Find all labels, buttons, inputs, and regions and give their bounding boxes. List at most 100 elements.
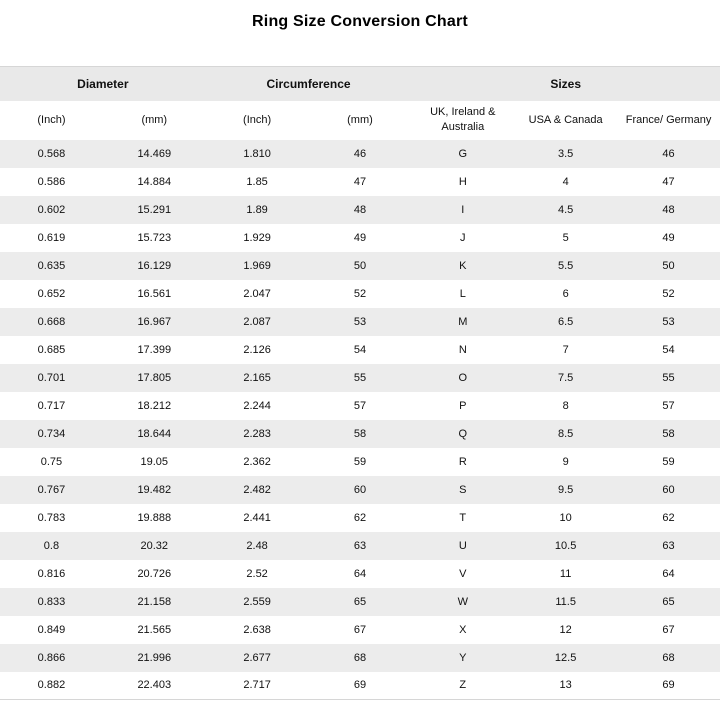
table-cell: S <box>459 483 467 496</box>
table-cell: 6 <box>562 287 569 300</box>
table-row: 0.734 18.644 2.283 58 Q 8.5 58 <box>0 419 720 448</box>
table-cell: 67 <box>353 623 367 636</box>
table-cell: 54 <box>353 343 367 356</box>
table-row: 0.652 16.561 2.047 52 L 6 52 <box>0 279 720 308</box>
column-header-1: (mm) <box>102 100 206 140</box>
table-cell: 46 <box>662 147 675 160</box>
table-cell: 8 <box>562 399 569 412</box>
table-cell: 2.165 <box>243 371 271 384</box>
table-cell: 0.602 <box>37 203 66 216</box>
table-cell: 14.884 <box>137 175 172 188</box>
table-cell: 10.5 <box>554 539 577 552</box>
table-row: 0.75 19.05 2.362 59 R 9 59 <box>0 447 720 476</box>
table-cell: X <box>459 623 467 636</box>
table-cell: 0.685 <box>37 343 66 356</box>
table-cell: 1.85 <box>246 175 268 188</box>
table-cell: 16.967 <box>137 315 172 328</box>
table-cell: 2.283 <box>243 427 271 440</box>
table-cell: 65 <box>353 595 367 608</box>
table-row: 0.783 19.888 2.441 62 T 10 62 <box>0 503 720 532</box>
table-cell: 13 <box>559 679 572 692</box>
table-cell: 62 <box>662 511 675 524</box>
table-cell: 1.810 <box>243 147 271 160</box>
table-row: 0.717 18.212 2.244 57 P 8 57 <box>0 391 720 420</box>
table-cell: 0.866 <box>37 651 66 664</box>
table-cell: 59 <box>662 455 675 468</box>
table-cell: 55 <box>662 371 675 384</box>
table-cell: 64 <box>353 567 367 580</box>
table-cell: 50 <box>353 259 367 272</box>
table-cell: 21.565 <box>137 623 172 636</box>
table-cell: 18.644 <box>137 427 172 440</box>
table-cell: 7 <box>562 343 569 356</box>
table-cell: 60 <box>662 483 675 496</box>
table-cell: M <box>458 315 468 328</box>
table-cell: 0.586 <box>37 175 66 188</box>
table-cell: 2.126 <box>243 343 271 356</box>
table-cell: 68 <box>662 651 675 664</box>
table-cell: 57 <box>662 399 675 412</box>
table-cell: 58 <box>662 427 675 440</box>
column-header-4: UK, Ireland & Australia <box>411 100 515 140</box>
table-cell: L <box>459 287 466 300</box>
table-cell: 2.362 <box>243 455 271 468</box>
table-cell: 22.403 <box>137 679 172 692</box>
table-cell: 17.805 <box>137 371 172 384</box>
table-cell: 68 <box>353 651 367 664</box>
column-header-row: (Inch) (mm) (Inch) (mm) UK, Ireland & Austra… <box>0 100 720 140</box>
table-row: 0.866 21.996 2.677 68 Y 12.5 68 <box>0 643 720 672</box>
table-cell: 57 <box>353 399 367 412</box>
table-cell: 7.5 <box>557 371 574 384</box>
table-row: 0.619 15.723 1.929 49 J 5 49 <box>0 223 720 252</box>
table-cell: 2.559 <box>243 595 271 608</box>
table-cell: 14.469 <box>137 147 172 160</box>
table-cell: 11 <box>559 567 572 580</box>
column-header-3: (mm) <box>308 100 412 140</box>
table-cell: 10 <box>559 511 572 524</box>
title-bar: Ring Size Conversion Chart <box>0 0 720 66</box>
table-cell: 19.482 <box>137 483 172 496</box>
table-row: 0.833 21.158 2.559 65 W 11.5 65 <box>0 587 720 616</box>
table-cell: 5 <box>562 231 569 244</box>
table-cell: 0.882 <box>37 679 66 692</box>
table-cell: 2.638 <box>243 623 271 636</box>
table-cell: 55 <box>353 371 367 384</box>
table-cell: 0.568 <box>37 147 66 160</box>
table-cell: 0.75 <box>40 455 63 468</box>
table-cell: 49 <box>662 231 675 244</box>
table-cell: Z <box>459 679 467 692</box>
table-cell: 52 <box>662 287 675 300</box>
table-cell: 0.717 <box>37 399 66 412</box>
table-cell: 2.677 <box>243 651 271 664</box>
table-row: 0.882 22.403 2.717 69 Z 13 69 <box>0 671 720 700</box>
column-header-6: France/ Germany <box>617 100 720 140</box>
table-cell: 0.701 <box>37 371 66 384</box>
page-title: Ring Size Conversion Chart <box>252 13 468 30</box>
table-row: 0.849 21.565 2.638 67 X 12 67 <box>0 615 720 644</box>
table-cell: 1.929 <box>243 231 271 244</box>
table-cell: 69 <box>662 679 675 692</box>
table-cell: 12 <box>559 623 572 636</box>
table-cell: 12.5 <box>554 651 577 664</box>
table-cell: 63 <box>662 539 675 552</box>
table-cell: H <box>458 175 467 188</box>
table-cell: W <box>457 595 468 608</box>
table-cell: 53 <box>353 315 367 328</box>
table-cell: V <box>459 567 467 580</box>
table-row: 0.685 17.399 2.126 54 N 7 54 <box>0 335 720 364</box>
table-cell: U <box>458 539 467 552</box>
table-cell: 64 <box>662 567 675 580</box>
table-row: 0.586 14.884 1.85 47 H 4 47 <box>0 167 720 196</box>
table-cell: 0.619 <box>37 231 66 244</box>
table-cell: 65 <box>662 595 675 608</box>
table-cell: 20.32 <box>140 539 169 552</box>
table-row: 0.668 16.967 2.087 53 M 6.5 53 <box>0 307 720 336</box>
table-cell: 4.5 <box>557 203 574 216</box>
table-cell: 0.767 <box>37 483 66 496</box>
table-cell: 17.399 <box>137 343 172 356</box>
table-cell: 60 <box>353 483 367 496</box>
table-cell: P <box>459 399 467 412</box>
table-cell: 19.05 <box>140 455 169 468</box>
table-cell: 11.5 <box>555 595 576 608</box>
table-cell: 0.635 <box>37 259 66 272</box>
